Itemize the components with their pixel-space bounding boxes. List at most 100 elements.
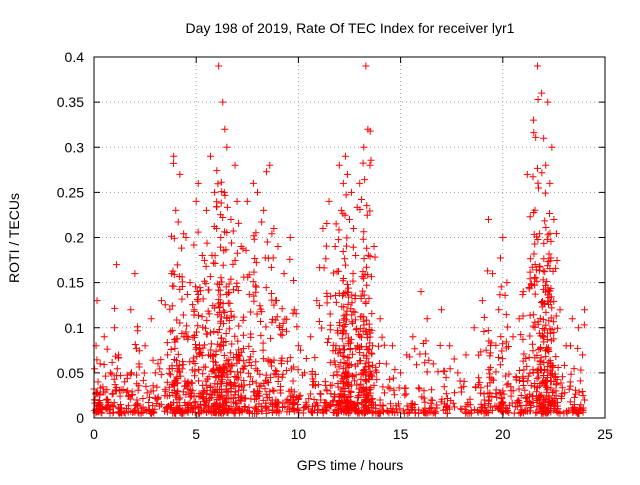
data-point-cluster — [458, 388, 466, 396]
data-point — [307, 333, 315, 341]
data-point-cluster — [499, 340, 507, 348]
data-point-cluster — [531, 281, 539, 289]
data-point-cluster — [279, 399, 287, 407]
data-point-cluster — [181, 377, 189, 385]
data-point-cluster — [339, 210, 347, 218]
data-point-cluster — [270, 387, 278, 395]
data-point-cluster — [227, 275, 235, 283]
data-point — [219, 369, 227, 377]
data-point-cluster — [364, 251, 372, 259]
data-point-cluster — [167, 328, 175, 336]
data-point-cluster — [352, 371, 360, 379]
data-point-cluster — [565, 385, 573, 393]
data-point-cluster — [532, 266, 540, 274]
data-point — [423, 315, 431, 323]
data-point-cluster — [219, 300, 227, 308]
data-point-cluster — [241, 362, 249, 370]
data-point-cluster — [486, 370, 494, 378]
data-point-cluster — [227, 349, 235, 357]
data-point — [339, 378, 347, 386]
data-point-cluster — [508, 399, 516, 407]
data-point-cluster — [139, 395, 147, 403]
y-tick-label: 0.25 — [57, 184, 84, 200]
data-point-cluster — [208, 251, 216, 259]
data-point-cluster — [283, 366, 291, 374]
data-point-cluster — [519, 335, 527, 343]
data-point-cluster — [132, 345, 140, 353]
data-point-cluster — [366, 386, 374, 394]
data-point-cluster — [475, 351, 483, 359]
data-point — [495, 306, 503, 314]
data-point — [376, 396, 384, 404]
data-point-cluster — [156, 402, 164, 410]
data-point-cluster — [178, 278, 186, 286]
data-point-cluster — [577, 406, 585, 414]
data-point — [370, 243, 378, 251]
data-point — [166, 391, 174, 399]
data-point-cluster — [259, 346, 267, 354]
data-points — [90, 62, 589, 417]
data-point-cluster — [533, 277, 541, 285]
data-point-cluster — [174, 350, 182, 358]
data-point — [331, 243, 339, 251]
data-point-cluster — [225, 363, 233, 371]
data-point-cluster — [259, 355, 267, 363]
data-point-cluster — [219, 396, 227, 404]
data-point-cluster — [315, 302, 323, 310]
data-point — [515, 315, 523, 323]
data-point-cluster — [236, 352, 244, 360]
data-point — [176, 170, 184, 178]
data-point-cluster — [133, 371, 141, 379]
data-point — [397, 369, 405, 377]
data-point-cluster — [212, 361, 220, 369]
data-point-cluster — [194, 322, 202, 330]
data-point-cluster — [235, 322, 243, 330]
data-point-cluster — [548, 362, 556, 370]
data-point-cluster — [228, 340, 236, 348]
data-point — [151, 369, 159, 377]
data-point-cluster — [247, 333, 255, 341]
data-point-cluster — [287, 392, 295, 400]
data-point-cluster — [253, 409, 261, 417]
data-point-cluster — [390, 391, 398, 399]
data-point-cluster — [357, 333, 365, 341]
data-point-cluster — [161, 301, 169, 309]
data-point-cluster — [252, 358, 260, 366]
data-point-cluster — [348, 318, 356, 326]
data-point-cluster — [363, 211, 371, 219]
data-point-cluster — [365, 294, 373, 302]
data-point-cluster — [380, 389, 388, 397]
data-point-cluster — [362, 327, 370, 335]
data-point-cluster — [344, 353, 352, 361]
data-point-cluster — [500, 390, 508, 398]
data-point-cluster — [229, 407, 237, 415]
data-point — [313, 297, 321, 305]
data-point-cluster — [457, 405, 465, 413]
data-point — [131, 270, 139, 278]
data-point-cluster — [244, 369, 252, 377]
data-point-cluster — [344, 334, 352, 342]
data-point-cluster — [541, 217, 549, 225]
data-point-cluster — [526, 268, 534, 276]
data-point — [170, 152, 178, 160]
data-point-cluster — [554, 324, 562, 332]
data-point-cluster — [519, 373, 527, 381]
data-point-cluster — [107, 401, 115, 409]
data-point-cluster — [363, 397, 371, 405]
data-point-cluster — [498, 355, 506, 363]
data-point-cluster — [333, 368, 341, 376]
data-point — [523, 170, 531, 178]
data-point-cluster — [339, 352, 347, 360]
data-point — [570, 400, 578, 408]
data-point-cluster — [578, 387, 586, 395]
data-point-cluster — [247, 308, 255, 316]
data-point — [429, 360, 437, 368]
data-point-cluster — [503, 405, 511, 413]
data-point-cluster — [199, 388, 207, 396]
data-point-cluster — [189, 301, 197, 309]
data-point — [147, 315, 155, 323]
data-point-cluster — [531, 379, 539, 387]
data-point-cluster — [347, 335, 355, 343]
data-point-cluster — [162, 387, 170, 395]
